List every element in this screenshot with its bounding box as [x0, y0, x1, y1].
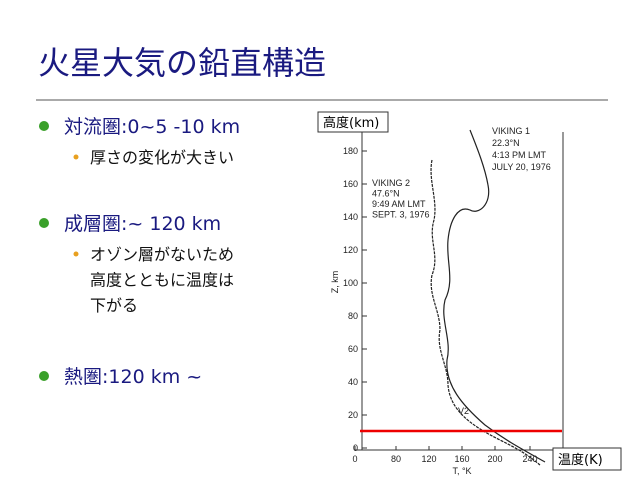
- viking2-curve: [430, 159, 541, 466]
- y-tick-label: 60: [348, 344, 358, 354]
- y-tick-label: 100: [343, 278, 358, 288]
- x-box-label: 温度(K): [558, 452, 603, 468]
- sub-bullet-dot: [73, 154, 79, 160]
- y-box: [317, 111, 389, 133]
- y-tick-label: 160: [343, 179, 358, 189]
- viking1-curve: [443, 129, 546, 463]
- y-axis-label: Z, km: [330, 271, 340, 294]
- y-tick-label: 180: [343, 146, 358, 156]
- x-tick-label: 160: [454, 454, 469, 464]
- viking1-note: 22.3°N: [492, 138, 520, 148]
- y-tick-label: 20: [348, 410, 358, 420]
- y-tick-label: 120: [343, 245, 358, 255]
- viking2-note: SEPT. 3, 1976: [372, 210, 430, 220]
- viking1-note: 4:13 PM LMT: [492, 150, 547, 160]
- sub-bullet-text: オゾン層がないため: [90, 245, 234, 264]
- x-tick-label: 80: [391, 454, 401, 464]
- y-tick-label: 80: [348, 311, 358, 321]
- x-tick-label: 200: [487, 454, 502, 464]
- y-box-label: 高度(km): [323, 115, 379, 131]
- sub-bullet-dot: [73, 251, 79, 257]
- viking2-note: 47.6°N: [372, 189, 400, 199]
- viking1-note: JULY 20, 1976: [492, 162, 551, 172]
- v2-label: V2: [458, 406, 469, 416]
- sub-bullet-text: 高度とともに温度は: [90, 271, 234, 290]
- figure: Z, km T, °K V2 0204060801001201401601800…: [317, 111, 622, 476]
- x-box: [552, 447, 622, 471]
- x-tick-label: 240: [522, 454, 537, 464]
- title: 火星大気の鉛直構造: [38, 44, 326, 82]
- y-tick-label: 140: [343, 212, 358, 222]
- viking2-note: VIKING 2: [372, 178, 410, 188]
- sub-bullet-text: 下がる: [90, 296, 138, 315]
- x-tick-label: 0: [352, 454, 357, 464]
- sub-bullet-text: 厚さの変化が大きい: [90, 148, 234, 167]
- bullet-text: 成層圏:~ 120 km: [64, 213, 221, 235]
- x-axis-label: T, °K: [452, 466, 471, 476]
- viking2-note: 9:49 AM LMT: [372, 199, 426, 209]
- x-tick-label: 120: [421, 454, 436, 464]
- y-tick-label: 40: [348, 377, 358, 387]
- bullet-text: 熱圏:120 km ~: [64, 366, 202, 388]
- viking1-note: VIKING 1: [492, 126, 530, 136]
- bullet-dot: [39, 218, 49, 228]
- bullet-dot: [39, 121, 49, 131]
- bullet-text: 対流圏:0~5 -10 km: [64, 116, 240, 138]
- figure-labels: 020406080100120140160180080120160200240V…: [343, 126, 551, 464]
- bullet-dot: [39, 371, 49, 381]
